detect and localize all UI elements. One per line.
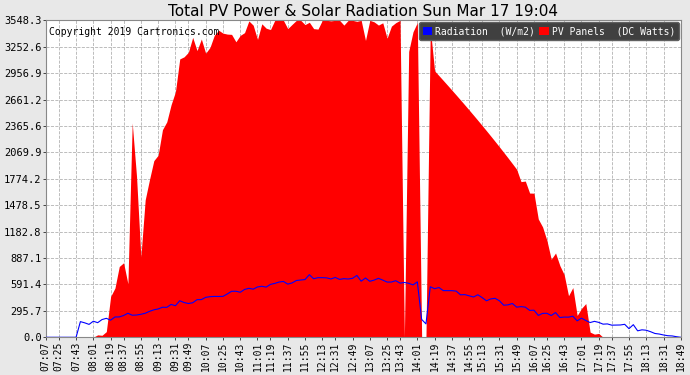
Title: Total PV Power & Solar Radiation Sun Mar 17 19:04: Total PV Power & Solar Radiation Sun Mar… [168,4,558,19]
Text: Copyright 2019 Cartronics.com: Copyright 2019 Cartronics.com [49,27,219,37]
Legend: Radiation  (W/m2), PV Panels  (DC Watts): Radiation (W/m2), PV Panels (DC Watts) [419,22,679,40]
